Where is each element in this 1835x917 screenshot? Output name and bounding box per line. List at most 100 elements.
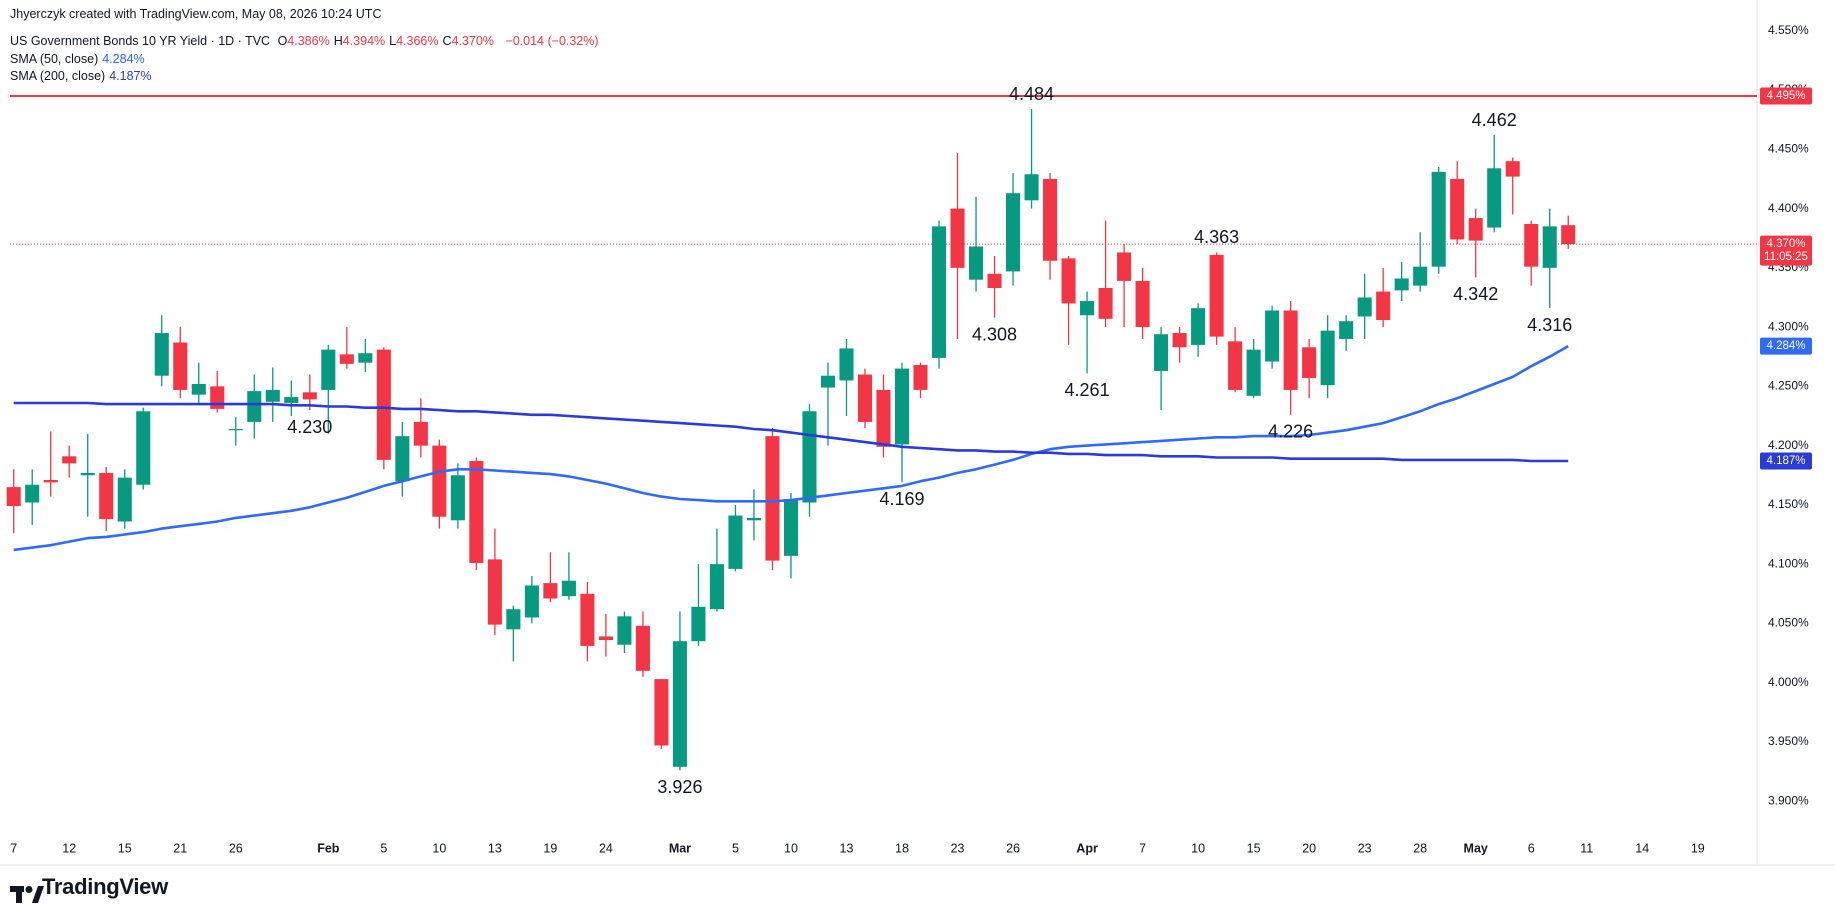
candle-body bbox=[154, 333, 169, 376]
price-annotation: 4.316 bbox=[1527, 315, 1572, 335]
candle-body bbox=[913, 365, 928, 390]
candle-body bbox=[487, 559, 502, 625]
sma-legend: SMA (200, close) 4.187% bbox=[10, 68, 156, 84]
candle-body bbox=[117, 477, 132, 522]
candle-body bbox=[1431, 171, 1446, 267]
candle-body bbox=[598, 636, 613, 640]
sma-label: 4.284% bbox=[1766, 340, 1805, 352]
candle-body bbox=[469, 461, 484, 563]
candle-body bbox=[1487, 168, 1502, 228]
x-tick-label: 10 bbox=[1191, 841, 1205, 855]
candle-body bbox=[561, 580, 576, 597]
candle-body bbox=[1450, 178, 1465, 240]
x-tick-label: 11 bbox=[1580, 841, 1593, 855]
price-annotation: 4.261 bbox=[1065, 380, 1110, 400]
x-tick-label: 5 bbox=[380, 841, 387, 855]
candle-body bbox=[339, 354, 354, 364]
sma-box bbox=[1760, 337, 1812, 355]
x-tick-label: 23 bbox=[1358, 841, 1372, 855]
x-tick-label: Apr bbox=[1076, 841, 1098, 855]
x-tick-label: 18 bbox=[895, 841, 909, 855]
y-tick-label: 4.550% bbox=[1768, 23, 1809, 37]
y-tick-label: 4.300% bbox=[1768, 319, 1809, 333]
sma-line bbox=[13, 344, 1569, 552]
level-box bbox=[1760, 87, 1812, 105]
candle-body bbox=[25, 484, 40, 503]
candle-body bbox=[1117, 252, 1132, 281]
logo bbox=[10, 886, 44, 903]
candle-body bbox=[1468, 218, 1483, 241]
sma-value: 4.284% bbox=[102, 52, 145, 66]
x-tick-label: 10 bbox=[432, 841, 446, 855]
candle-body bbox=[1413, 266, 1428, 286]
candle-body bbox=[1135, 280, 1150, 328]
candle-body bbox=[968, 246, 984, 280]
y-tick-label: 4.250% bbox=[1768, 379, 1809, 393]
sma-legend: SMA (50, close) 4.284% bbox=[10, 51, 149, 67]
candle-body bbox=[1246, 349, 1261, 396]
x-tick-label: Mar bbox=[669, 841, 691, 855]
candle-body bbox=[43, 480, 58, 483]
candle-body bbox=[617, 616, 632, 645]
candle-body bbox=[543, 583, 558, 599]
logo-part bbox=[32, 886, 44, 903]
x-tick-label: 7 bbox=[1139, 841, 1146, 855]
candle-body bbox=[302, 392, 317, 400]
candle-body bbox=[1080, 301, 1095, 316]
x-tick-label: 28 bbox=[1413, 841, 1427, 855]
candle-body bbox=[1191, 308, 1206, 345]
candle-body bbox=[1283, 310, 1298, 390]
candle-body bbox=[746, 517, 761, 521]
x-tick-label: 14 bbox=[1635, 841, 1649, 855]
ohlc-value: 4.394% bbox=[342, 34, 386, 48]
level-label: 4.495% bbox=[1766, 90, 1805, 102]
candle-body bbox=[1561, 225, 1576, 245]
candle-body bbox=[894, 368, 910, 445]
candle-body bbox=[1061, 258, 1076, 304]
y-tick-label: 3.900% bbox=[1768, 793, 1809, 807]
x-tick-label: 20 bbox=[1302, 841, 1316, 855]
candle-body bbox=[876, 389, 891, 447]
x-tick-label: 12 bbox=[62, 841, 76, 855]
candle-body bbox=[820, 375, 836, 388]
candle-body bbox=[191, 384, 206, 395]
sma-name: SMA (200, close) bbox=[10, 69, 106, 83]
x-tick-label: 10 bbox=[784, 841, 798, 855]
ohlc-value: 4.370% bbox=[451, 34, 494, 48]
ohlc-value: 4.386% bbox=[287, 34, 330, 48]
price-annotation: 3.926 bbox=[657, 777, 702, 797]
candle-body bbox=[765, 436, 780, 561]
x-tick-label: 15 bbox=[118, 841, 132, 855]
candle-body bbox=[802, 411, 817, 503]
change: −0.014 (−0.32%) bbox=[505, 34, 599, 48]
candle-body bbox=[210, 386, 225, 409]
x-tick-label: 7 bbox=[10, 841, 17, 855]
candle-body bbox=[839, 348, 854, 381]
candle-body bbox=[1024, 174, 1039, 201]
candle-body bbox=[635, 625, 650, 671]
x-tick-label: 6 bbox=[1528, 841, 1535, 855]
symbol: US Government Bonds 10 YR Yield · 1D · T… bbox=[10, 34, 271, 48]
candle-body bbox=[6, 487, 21, 507]
candle-body bbox=[80, 472, 95, 476]
x-tick-label: 19 bbox=[543, 841, 557, 855]
candle-body bbox=[1265, 310, 1280, 362]
price-annotation: 4.462 bbox=[1472, 110, 1517, 130]
candle-body bbox=[1542, 226, 1557, 268]
candle-body bbox=[1524, 224, 1539, 267]
x-tick-label: 24 bbox=[599, 841, 613, 855]
candle-body bbox=[672, 641, 687, 767]
candle-body bbox=[376, 349, 391, 460]
candle-body bbox=[987, 273, 1002, 288]
candle-body bbox=[1376, 291, 1391, 320]
candle-body bbox=[284, 397, 299, 403]
price-annotation: 4.484 bbox=[1009, 84, 1054, 104]
candle-body bbox=[506, 609, 521, 630]
candle-body bbox=[1505, 161, 1520, 177]
last-price-box bbox=[1760, 235, 1812, 266]
price-annotation: 4.169 bbox=[879, 489, 924, 509]
candle-body bbox=[99, 472, 114, 520]
candle-body bbox=[1043, 178, 1058, 261]
